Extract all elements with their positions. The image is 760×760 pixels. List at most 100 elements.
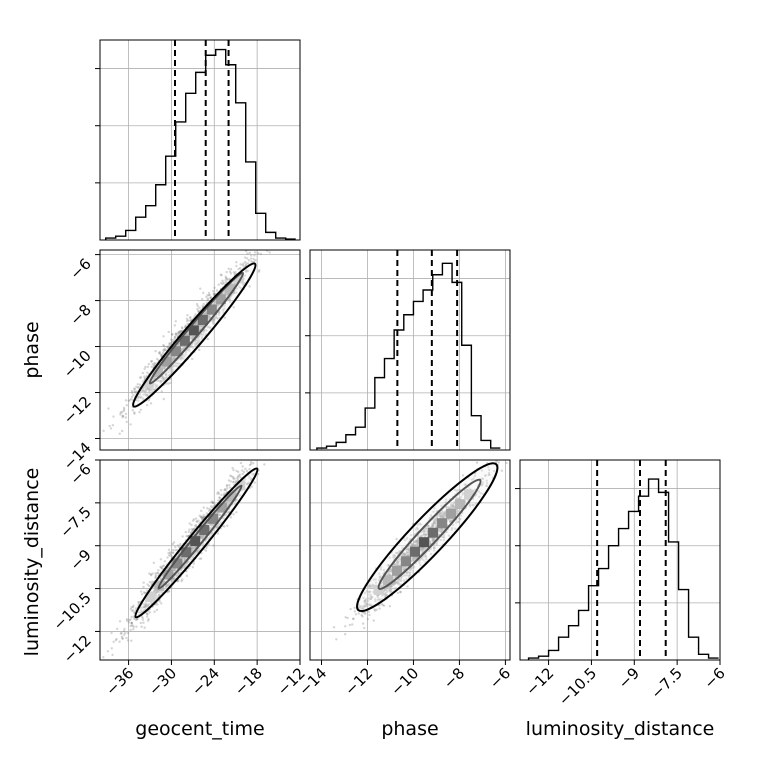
sample-point <box>163 560 167 563</box>
sample-point <box>235 498 239 502</box>
sample-point <box>171 339 174 342</box>
sample-point <box>154 362 157 365</box>
x-tick-label: −9 <box>615 664 643 692</box>
sample-point <box>241 469 244 472</box>
sample-point <box>248 467 251 471</box>
sample-point <box>273 244 275 246</box>
sample-point <box>122 408 126 411</box>
sample-point <box>131 409 134 412</box>
sample-point <box>191 547 194 550</box>
sample-point <box>211 321 215 325</box>
sample-point <box>244 250 248 253</box>
sample-point <box>201 536 204 539</box>
sample-point <box>164 585 168 588</box>
sample-point <box>155 571 159 575</box>
sample-point <box>212 292 215 296</box>
sample-point <box>131 624 134 628</box>
sample-point <box>228 298 231 302</box>
sample-point <box>132 627 135 631</box>
panel-hist-phase <box>305 249 511 451</box>
sample-point <box>200 534 203 538</box>
sample-point <box>172 356 175 359</box>
sample-point <box>130 639 133 643</box>
sample-point <box>212 318 215 321</box>
sample-point <box>161 379 164 383</box>
density-cell <box>179 335 190 346</box>
sample-point <box>168 590 171 593</box>
sample-point <box>172 364 175 367</box>
sample-point <box>245 262 248 265</box>
sample-point <box>161 376 164 380</box>
sample-point <box>184 564 187 568</box>
sample-point <box>173 337 176 341</box>
sample-point <box>225 270 228 274</box>
sample-point <box>238 494 242 497</box>
sample-point <box>148 580 152 584</box>
sample-point <box>163 366 166 370</box>
sample-point <box>130 615 133 619</box>
sample-point <box>194 342 197 345</box>
sample-point <box>200 515 203 518</box>
sample-point <box>227 510 230 514</box>
x-tick-label: −10.5 <box>555 664 600 709</box>
sample-point <box>241 465 244 468</box>
sample-point <box>352 617 355 620</box>
sample-point <box>141 397 145 400</box>
sample-point <box>237 267 240 271</box>
sample-point <box>226 524 229 527</box>
sample-point <box>146 583 149 586</box>
sample-point <box>110 647 113 650</box>
sample-point <box>175 365 179 368</box>
sample-point <box>204 549 208 552</box>
sample-point <box>179 358 183 361</box>
sample-point <box>197 336 200 340</box>
sample-point <box>147 387 151 391</box>
sample-point <box>229 272 233 275</box>
sample-point <box>248 251 252 255</box>
sample-point <box>145 612 149 616</box>
sample-point <box>167 590 170 593</box>
sample-point <box>184 565 187 568</box>
sample-point <box>245 257 249 260</box>
sample-point <box>145 603 148 606</box>
sample-point <box>175 574 178 578</box>
sample-point <box>224 276 228 280</box>
sample-point <box>344 616 347 619</box>
sample-point <box>236 475 240 478</box>
sample-point <box>137 386 140 389</box>
sample-point <box>131 606 135 609</box>
sample-point <box>157 594 161 597</box>
sample-point <box>149 573 153 576</box>
sample-point <box>224 281 228 284</box>
sample-point <box>190 345 193 348</box>
contour-outer <box>356 462 499 613</box>
sample-point <box>172 541 176 544</box>
panel-frame <box>99 249 301 451</box>
sample-point <box>131 609 135 612</box>
sample-point <box>140 390 143 393</box>
sample-point <box>237 470 240 474</box>
sample-point <box>155 384 159 387</box>
sample-point <box>158 379 161 382</box>
contour-inner <box>148 271 245 385</box>
sample-point <box>130 606 133 609</box>
x-tick-label: −30 <box>145 664 180 699</box>
sample-point <box>130 621 133 625</box>
sample-point <box>144 387 148 391</box>
sample-point <box>147 388 151 392</box>
sample-point <box>200 536 203 539</box>
sample-point <box>250 260 253 263</box>
sample-point <box>133 391 137 394</box>
sample-point <box>178 331 181 334</box>
sample-point <box>215 526 218 529</box>
sample-point <box>172 365 175 368</box>
sample-point <box>171 367 174 371</box>
sample-point <box>191 529 194 533</box>
sample-point <box>124 412 128 416</box>
sample-point <box>155 591 159 594</box>
sample-point <box>169 552 172 555</box>
sample-point <box>213 301 217 304</box>
sample-point <box>142 388 145 392</box>
sample-point <box>193 524 197 528</box>
sample-point <box>148 390 151 393</box>
